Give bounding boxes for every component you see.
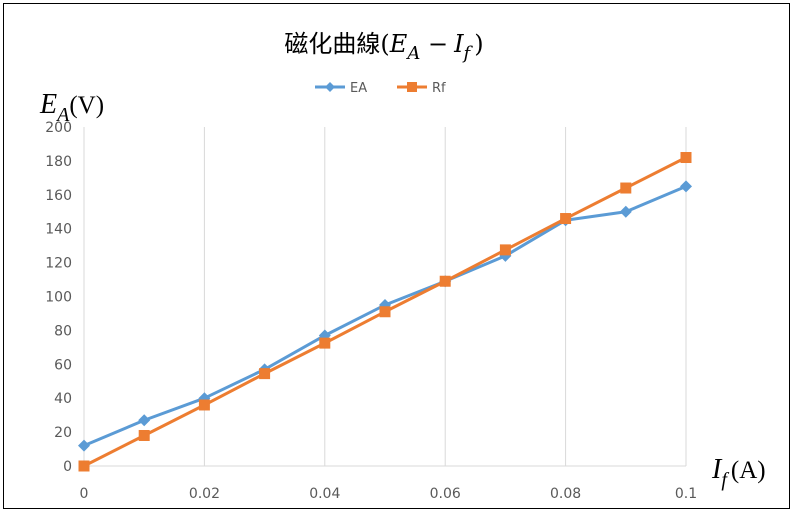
svg-text:磁化曲線(EA −If): 磁化曲線(EA − If) — [284, 30, 483, 64]
chart-svg: 磁化曲線(EA − If) EA Rf EA(V) If (A) 020406080… — [39, 30, 766, 502]
xlabel-sub: f — [721, 469, 729, 491]
data-point-rf — [439, 275, 451, 287]
data-point-rf — [259, 368, 271, 380]
title-op: − — [420, 30, 448, 58]
y-tick-label: 0 — [63, 459, 72, 475]
legend: EA Rf — [315, 81, 446, 96]
xlabel-unit: (A) — [731, 457, 766, 484]
chart-title: 磁化曲線(EA − If) — [284, 30, 483, 64]
data-point-rf — [198, 399, 210, 411]
y-tick-labels: 0 20 40 60 80 100 120 140 160 180 200 — [45, 120, 72, 475]
title-sub-main: A — [405, 43, 420, 64]
y-axis-title: EA(V) — [39, 89, 104, 126]
y-tick-label: 180 — [45, 154, 72, 170]
xlabel-var: I — [711, 454, 723, 485]
x-axis-title: If (A) — [711, 454, 766, 491]
data-point-ea — [78, 439, 90, 452]
data-point-rf — [138, 429, 150, 441]
y-tick-label: 140 — [45, 222, 72, 238]
data-point-rf — [78, 460, 90, 472]
data-point-ea — [680, 180, 692, 193]
legend-label-rf: Rf — [432, 81, 446, 96]
svg-text:If(A): If (A) — [711, 454, 766, 491]
x-tick-label: 0.1 — [675, 486, 697, 502]
x-tick-label: 0.08 — [550, 486, 581, 502]
ylabel-unit: (V) — [69, 92, 104, 119]
data-point-rf — [680, 152, 692, 164]
legend-marker-rf — [407, 82, 417, 92]
y-tick-label: 40 — [54, 391, 72, 407]
grid-lines — [83, 127, 687, 467]
x-tick-label: 0.04 — [309, 486, 340, 502]
title-var-second: I — [453, 30, 464, 58]
ylabel-sub: A — [55, 104, 70, 126]
data-point-rf — [560, 213, 572, 225]
legend-marker-ea — [325, 82, 335, 92]
ylabel-var: E — [39, 89, 57, 120]
title-prefix: 磁化曲線( — [284, 30, 389, 58]
x-tick-label: 0.02 — [189, 486, 220, 502]
series-layer — [78, 152, 692, 472]
chart-frame: 磁化曲線(EA − If) EA Rf EA(V) If (A) 0 20 40 60 80… — [3, 3, 790, 509]
data-point-rf — [499, 244, 511, 256]
legend-label-ea: EA — [350, 81, 367, 96]
y-tick-label: 160 — [45, 188, 72, 204]
y-tick-label: 120 — [45, 256, 72, 272]
y-tick-label: 100 — [45, 290, 72, 306]
y-tick-label: 200 — [45, 120, 72, 136]
data-point-ea — [138, 414, 151, 427]
x-tick-label: 0 — [80, 486, 89, 502]
y-tick-label: 80 — [54, 323, 72, 339]
data-point-rf — [620, 182, 632, 194]
data-point-rf — [319, 337, 331, 349]
y-tick-label: 20 — [54, 425, 72, 441]
x-tick-label: 0.06 — [430, 486, 461, 502]
data-point-rf — [379, 306, 391, 318]
y-tick-label: 60 — [54, 357, 72, 373]
title-var-main: E — [389, 30, 408, 58]
title-suffix: ) — [474, 30, 483, 58]
data-point-ea — [619, 205, 632, 218]
title-sub-second: f — [462, 43, 474, 64]
svg-text:EA(V): EA(V) — [39, 89, 104, 126]
x-tick-labels: 0 0.02 0.04 0.06 0.08 0.1 — [80, 486, 698, 502]
